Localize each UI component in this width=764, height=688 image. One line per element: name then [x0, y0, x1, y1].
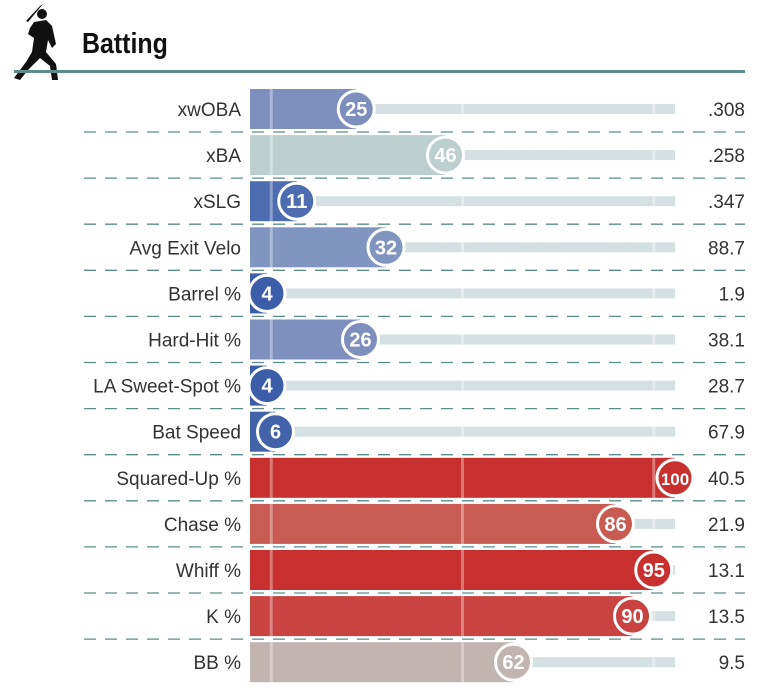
- metric-label: xBA: [206, 146, 241, 167]
- metric-value: .308: [708, 100, 745, 121]
- percentile-label: 32: [375, 237, 397, 259]
- percentile-label: 62: [502, 652, 524, 674]
- percentile-label: 100: [661, 470, 689, 489]
- percentile-track: [250, 380, 675, 391]
- percentile-track: [250, 104, 675, 114]
- percentile-circle: [366, 227, 406, 267]
- percentile-bar: [250, 227, 386, 268]
- percentile-circle: [613, 596, 652, 636]
- metric-value: 28.7: [708, 377, 745, 398]
- percentile-label: 11: [286, 191, 307, 213]
- percentile-circle: [247, 366, 287, 406]
- percentile-bar: [250, 457, 675, 498]
- percentile-bar: [250, 503, 616, 544]
- metric-label: Hard-Hit %: [148, 331, 241, 352]
- percentile-track: [250, 334, 675, 345]
- percentile-label: 46: [434, 145, 456, 167]
- metric-label: Squared-Up %: [116, 469, 241, 490]
- percentile-bar: [250, 135, 446, 176]
- percentile-track: [250, 426, 675, 437]
- percentile-circle: [494, 642, 533, 682]
- percentile-track: [250, 242, 675, 253]
- metric-value: 1.9: [719, 284, 745, 305]
- percentile-label: 26: [349, 330, 371, 352]
- header-rule: [14, 70, 745, 73]
- percentile-circle: [655, 458, 695, 498]
- percentile-track: [250, 288, 675, 299]
- percentile-circle: [277, 181, 317, 221]
- metric-value: .258: [708, 146, 745, 167]
- percentile-circle: [596, 504, 635, 544]
- metric-value: 21.9: [708, 515, 745, 536]
- metric-value: .347: [708, 192, 745, 213]
- metric-label: xSLG: [193, 192, 241, 213]
- metric-label: Barrel %: [168, 284, 241, 305]
- percentile-circle: [247, 273, 287, 313]
- percentile-bar: [250, 642, 514, 683]
- metric-value: 67.9: [708, 423, 745, 444]
- metric-value: 9.5: [719, 653, 745, 674]
- metric-label: Whiff %: [176, 561, 241, 582]
- percentile-track: [250, 196, 675, 207]
- percentile-label: 90: [621, 606, 643, 628]
- batter-icon: [14, 4, 58, 80]
- metric-value: 40.5: [708, 469, 745, 490]
- percentile-bar: [250, 550, 654, 590]
- section-title: Batting: [82, 28, 168, 60]
- percentile-label: 25: [345, 99, 367, 121]
- percentile-circle: [634, 550, 674, 590]
- metric-label: K %: [206, 607, 241, 628]
- section-header: Batting: [0, 0, 764, 80]
- percentile-circle: [256, 412, 295, 452]
- percentile-label: 4: [261, 283, 273, 305]
- percentile-circle: [341, 320, 380, 359]
- metric-label: xwOBA: [178, 100, 242, 121]
- percentile-bar: [250, 596, 633, 637]
- percentile-label: 6: [270, 422, 281, 444]
- metric-label: BB %: [193, 653, 241, 674]
- metric-value: 38.1: [708, 331, 745, 352]
- percentile-circle: [336, 89, 376, 129]
- metric-label: LA Sweet-Spot %: [93, 377, 241, 398]
- metric-label: Chase %: [164, 515, 241, 536]
- metric-label: Avg Exit Velo: [129, 238, 241, 259]
- metric-label: Bat Speed: [152, 423, 241, 444]
- percentile-circle: [426, 135, 465, 175]
- metric-value: 13.1: [708, 561, 745, 582]
- percentile-label: 86: [604, 514, 626, 536]
- percentile-label: 95: [643, 560, 665, 582]
- metric-value: 88.7: [708, 238, 745, 259]
- percentile-label: 4: [261, 376, 273, 398]
- metric-value: 13.5: [708, 607, 745, 628]
